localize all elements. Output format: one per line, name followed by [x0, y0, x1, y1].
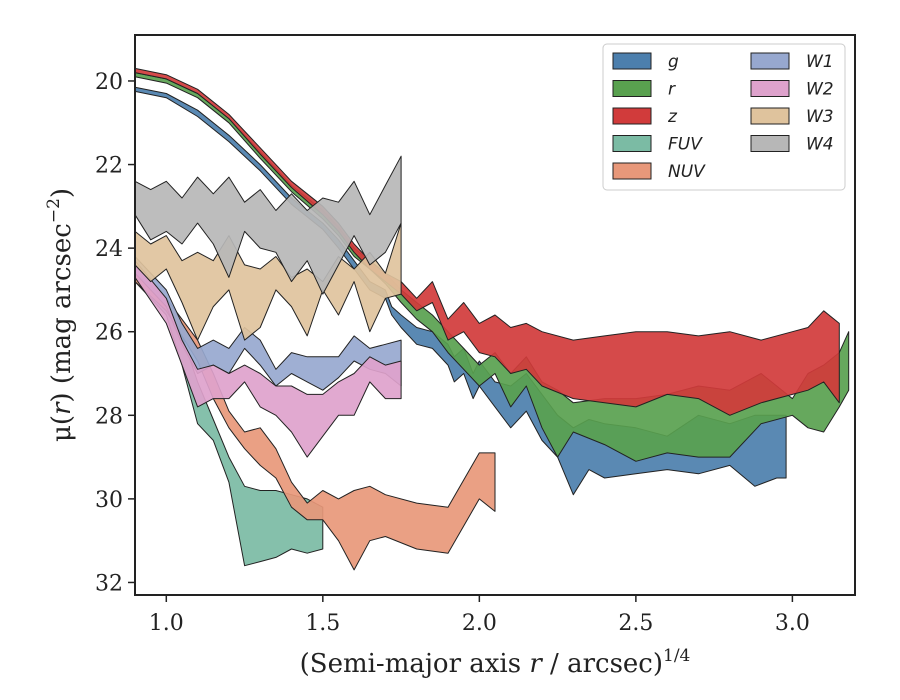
x-tick-label: 2.5: [618, 611, 653, 636]
legend-swatch-w4: [750, 135, 790, 152]
legend-label-fuv: FUV: [668, 135, 703, 155]
y-axis-ticks: 20 22 24 26 28 30 32: [95, 70, 135, 596]
legend-label-w1: W1: [806, 52, 834, 72]
y-tick-label: 30: [95, 488, 123, 513]
legend-label-nuv: NUV: [668, 162, 706, 182]
y-tick-label: 22: [95, 154, 123, 179]
y-tick-label: 28: [95, 404, 123, 429]
y-axis-label: μ(r) (mag arcsec−2): [44, 188, 77, 442]
band-w4: [134, 155, 402, 295]
legend-label-w2: W2: [806, 80, 834, 100]
y-tick-label: 26: [95, 321, 123, 346]
legend-swatch-w3: [750, 107, 790, 125]
x-axis-label: (Semi-major axis r / arcsec)1/4: [300, 646, 691, 679]
x-tick-label: 3.0: [775, 611, 810, 636]
legend-swatch-r: [612, 80, 652, 97]
legend-label-w4: W4: [806, 135, 834, 155]
legend-swatch-g: [612, 52, 652, 70]
y-tick-label: 20: [95, 70, 123, 95]
x-tick-label: 2.0: [462, 611, 497, 636]
legend-swatch-z: [612, 107, 652, 125]
legend-label-w3: W3: [806, 107, 834, 127]
legend-swatch-fuv: [612, 135, 652, 152]
legend-swatch-w2: [750, 80, 790, 97]
legend-label-g: g: [668, 52, 679, 72]
y-tick-label: 32: [95, 571, 123, 596]
legend-swatch-nuv: [612, 162, 652, 180]
x-axis-ticks: 1.0 1.5 2.0 2.5 3.0: [149, 595, 810, 636]
legend-label-r: r: [668, 80, 676, 100]
chart-bands: [134, 67, 850, 571]
y-tick-label: 24: [95, 237, 123, 262]
band-nuv: [134, 272, 496, 571]
legend-swatch-w1: [750, 52, 790, 70]
x-tick-label: 1.0: [149, 611, 184, 636]
band-w2: [134, 260, 402, 458]
plot-frame: [134, 34, 856, 596]
x-tick-label: 1.5: [305, 611, 340, 636]
legend-label-z: z: [667, 107, 678, 127]
legend: grz FUV NUV W1 W2 W3 W4: [602, 43, 846, 191]
